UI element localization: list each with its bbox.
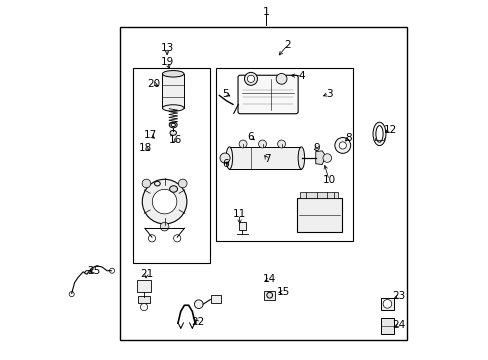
Text: 23: 23	[392, 291, 405, 301]
Circle shape	[152, 189, 177, 214]
Circle shape	[334, 138, 350, 153]
Text: 15: 15	[276, 287, 289, 297]
Text: 12: 12	[383, 125, 396, 135]
Circle shape	[142, 179, 150, 188]
Text: 10: 10	[322, 175, 335, 185]
Ellipse shape	[266, 292, 272, 298]
Text: 16: 16	[168, 135, 182, 145]
Bar	[138, 296, 150, 303]
Text: 6: 6	[247, 132, 253, 142]
Ellipse shape	[225, 147, 232, 169]
Ellipse shape	[298, 147, 304, 169]
Circle shape	[220, 153, 230, 163]
Ellipse shape	[169, 186, 177, 192]
Circle shape	[173, 235, 181, 242]
Bar	[162, 74, 183, 108]
Bar	[215, 68, 352, 241]
Polygon shape	[315, 151, 326, 165]
Ellipse shape	[169, 122, 177, 128]
Text: 4: 4	[298, 71, 305, 81]
Ellipse shape	[154, 181, 160, 186]
Text: 6: 6	[222, 159, 228, 169]
Text: 9: 9	[312, 143, 319, 153]
Circle shape	[142, 179, 186, 224]
Bar	[229, 147, 301, 169]
Circle shape	[258, 140, 266, 148]
Ellipse shape	[162, 105, 183, 111]
Text: 20: 20	[147, 78, 160, 89]
Circle shape	[382, 300, 391, 308]
Bar	[380, 318, 393, 334]
Circle shape	[109, 268, 114, 273]
Bar	[211, 295, 221, 303]
Text: 2: 2	[284, 40, 290, 50]
Bar	[133, 68, 210, 263]
Text: 1: 1	[262, 6, 269, 17]
Text: 3: 3	[325, 89, 332, 99]
Circle shape	[244, 72, 257, 85]
Circle shape	[160, 222, 168, 231]
Circle shape	[69, 292, 74, 297]
Bar	[264, 291, 275, 300]
Circle shape	[148, 235, 155, 242]
Text: 13: 13	[160, 42, 173, 53]
Bar	[120, 27, 406, 340]
Text: 17: 17	[143, 130, 157, 140]
Text: 11: 11	[232, 209, 245, 219]
Ellipse shape	[375, 126, 382, 142]
Ellipse shape	[170, 130, 176, 135]
Text: 8: 8	[344, 132, 351, 143]
Text: 22: 22	[191, 317, 204, 327]
Text: 19: 19	[160, 57, 173, 67]
Ellipse shape	[171, 123, 175, 127]
Bar	[137, 280, 151, 292]
Text: 14: 14	[263, 274, 276, 284]
Circle shape	[178, 179, 187, 188]
Text: 21: 21	[140, 269, 153, 279]
Text: 7: 7	[264, 154, 270, 164]
Circle shape	[277, 140, 285, 148]
Bar	[300, 192, 337, 198]
Circle shape	[247, 75, 254, 82]
Circle shape	[339, 142, 346, 149]
Bar	[380, 298, 393, 310]
Circle shape	[140, 303, 147, 311]
Text: 25: 25	[87, 266, 101, 276]
Ellipse shape	[372, 122, 385, 146]
Circle shape	[322, 154, 331, 162]
Circle shape	[276, 73, 286, 84]
Circle shape	[194, 300, 203, 309]
FancyBboxPatch shape	[238, 75, 298, 114]
Text: 5: 5	[222, 89, 228, 99]
Bar	[296, 198, 341, 232]
Circle shape	[239, 140, 246, 148]
Ellipse shape	[162, 71, 183, 77]
Text: 24: 24	[392, 320, 405, 330]
Bar	[238, 222, 245, 230]
Text: 18: 18	[138, 143, 151, 153]
